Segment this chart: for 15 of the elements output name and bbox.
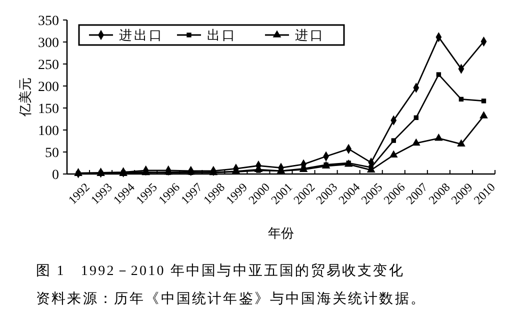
y-tick-label: 0 — [52, 168, 59, 183]
x-axis-title: 年份 — [268, 226, 294, 241]
legend-label: 进出口 — [119, 28, 164, 43]
y-tick-label: 350 — [38, 14, 59, 29]
text: 资料来源：历年《中国统计年鉴》与中国海关统计数据。 — [36, 290, 426, 307]
legend-label: 出口 — [207, 28, 237, 43]
y-tick-label: 150 — [38, 102, 59, 117]
y-axis-title: 亿美元 — [18, 78, 33, 118]
y-tick-label: 100 — [38, 124, 59, 139]
y-tick-label: 200 — [38, 80, 59, 95]
y-tick-label: 250 — [38, 58, 59, 73]
text: 图 1 1992－2010 年中国与中亚五国的贸易收支变化 — [36, 262, 404, 279]
y-tick-label: 50 — [45, 146, 59, 161]
legend-label: 进口 — [295, 28, 325, 43]
y-tick-label: 300 — [38, 36, 59, 51]
